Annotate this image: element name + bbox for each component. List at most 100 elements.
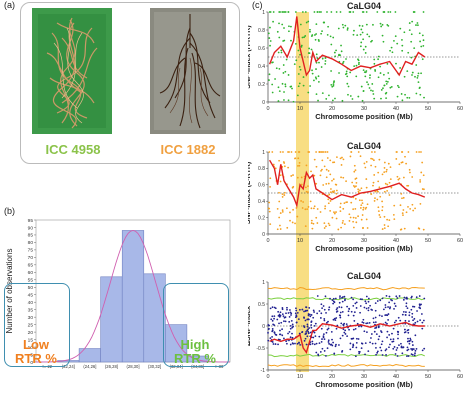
snp-point	[339, 311, 342, 314]
snp-point	[383, 215, 386, 218]
snp-point	[283, 337, 285, 340]
snp-point	[307, 20, 310, 23]
snp-point	[299, 68, 302, 71]
snp-point	[359, 298, 362, 301]
snp-point	[350, 201, 353, 204]
snp-point	[342, 328, 345, 331]
snp-point	[307, 52, 310, 54]
snp-point	[278, 36, 281, 39]
snp-point	[310, 35, 313, 38]
snp-point	[300, 183, 303, 186]
snp-point	[309, 28, 311, 31]
snp-point	[419, 93, 422, 96]
snp-point	[290, 320, 293, 322]
snp-point	[411, 316, 414, 318]
snp-point	[360, 204, 363, 207]
snp-plot-title: CaLG04	[347, 141, 381, 151]
snp-point	[327, 222, 330, 225]
snp-point	[354, 217, 357, 219]
snp-point	[287, 332, 289, 335]
snp-point	[316, 208, 319, 210]
snp-point	[327, 320, 329, 323]
snp-point	[304, 225, 307, 228]
snp-point	[374, 302, 377, 305]
snp-point	[298, 161, 301, 164]
snp-point	[330, 331, 333, 333]
snp-point	[389, 343, 391, 346]
hist-ytick-label: 40	[28, 300, 34, 306]
snp-point	[319, 351, 322, 353]
snp-point	[379, 216, 382, 219]
snp-point	[355, 346, 358, 349]
snp-point	[310, 314, 313, 316]
snp-point	[271, 327, 274, 330]
snp-point	[422, 11, 425, 13]
snp-point	[381, 340, 384, 343]
snp-point	[320, 11, 322, 13]
snp-point	[327, 327, 330, 330]
snp-point	[320, 169, 322, 172]
snp-point	[407, 355, 410, 357]
snp-point	[284, 83, 287, 86]
snp-point	[376, 350, 379, 353]
snp-point	[360, 41, 363, 44]
snp-point	[417, 227, 420, 229]
snp-point	[420, 151, 422, 153]
hist-ytick-label: 30	[28, 315, 34, 321]
high-rtr-line2: RTR %	[174, 351, 216, 366]
snp-point	[316, 11, 319, 13]
snp-point	[397, 178, 400, 181]
snp-point	[381, 297, 384, 300]
snp-point	[349, 11, 352, 13]
snp-point	[364, 353, 366, 356]
snp-point	[269, 40, 272, 42]
snp-point	[317, 354, 320, 357]
snp-plot-h-rtr: CaLG04 0 10 20 30 40 50 60 0 0.2 0.4 0.6 0.8 1 Chromos…	[248, 1, 463, 121]
snp-point	[298, 151, 301, 153]
snp-point	[302, 325, 305, 327]
snp-point	[403, 75, 406, 78]
snp-point	[400, 93, 403, 95]
snp-point	[394, 353, 397, 355]
snp-point	[298, 308, 301, 311]
snp-point	[294, 342, 296, 345]
snp-ylabel: SNP-index (L-RTR)	[248, 162, 252, 225]
snp-point	[400, 342, 402, 345]
snp-point	[285, 207, 288, 210]
snp-point	[324, 151, 327, 153]
snp-point	[367, 83, 370, 86]
snp-point	[331, 179, 333, 182]
snp-point	[309, 315, 312, 318]
snp-point	[357, 338, 360, 340]
snp-ytick-label: 0.4	[258, 64, 265, 70]
snp-point	[418, 295, 421, 297]
snp-point	[334, 345, 337, 348]
snp-point	[423, 188, 425, 191]
snp-point	[322, 305, 325, 307]
snp-point	[314, 76, 317, 79]
snp-point	[416, 310, 418, 312]
snp-point	[313, 79, 315, 82]
snp-point	[383, 167, 386, 169]
snp-point	[410, 308, 413, 311]
snp-point	[379, 72, 382, 74]
snp-point	[358, 325, 360, 328]
snp-point	[420, 313, 423, 315]
snp-point	[402, 346, 405, 349]
snp-point	[283, 191, 286, 194]
snp-point	[290, 151, 293, 153]
snp-point	[271, 91, 274, 94]
snp-point	[369, 74, 371, 77]
snp-point	[310, 219, 313, 222]
snp-point	[313, 324, 316, 327]
snp-point	[357, 190, 360, 193]
snp-point	[297, 85, 300, 88]
snp-point	[394, 11, 397, 13]
snp-point	[281, 210, 284, 213]
snp-point	[376, 198, 379, 201]
snp-plot-delta: CaLG04 0 10 20 30 40 50 60 -1 -0.5 0 0.5 1 Chromosome…	[248, 271, 463, 389]
snp-point	[408, 340, 411, 343]
snp-point	[327, 202, 330, 205]
panel-c-letter: (c)	[252, 0, 263, 10]
snp-point	[300, 44, 303, 47]
